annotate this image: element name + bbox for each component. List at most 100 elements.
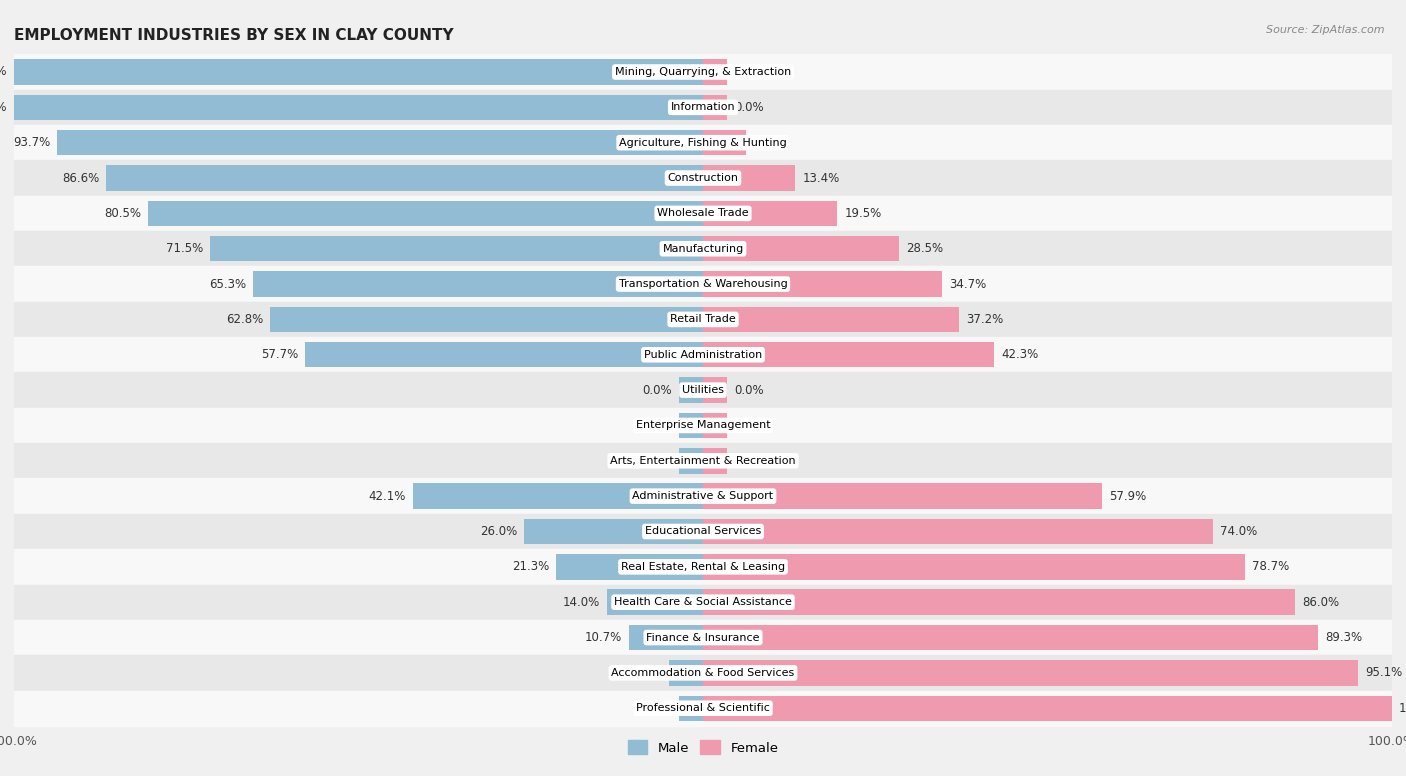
- Text: 0.0%: 0.0%: [734, 383, 763, 397]
- Text: Transportation & Warehousing: Transportation & Warehousing: [619, 279, 787, 289]
- Text: 10.7%: 10.7%: [585, 631, 623, 644]
- Bar: [107, 165, 703, 191]
- Text: 100.0%: 100.0%: [1399, 702, 1406, 715]
- Bar: [14, 125, 1392, 161]
- Bar: [14, 620, 1392, 655]
- Text: 71.5%: 71.5%: [166, 242, 204, 255]
- Bar: [413, 483, 703, 509]
- Text: Utilities: Utilities: [682, 385, 724, 395]
- Text: 0.0%: 0.0%: [734, 419, 763, 432]
- Text: 13.4%: 13.4%: [803, 171, 839, 185]
- Text: 78.7%: 78.7%: [1253, 560, 1289, 573]
- Text: EMPLOYMENT INDUSTRIES BY SEX IN CLAY COUNTY: EMPLOYMENT INDUSTRIES BY SEX IN CLAY COU…: [14, 29, 454, 43]
- Text: Wholesale Trade: Wholesale Trade: [657, 209, 749, 218]
- Text: 62.8%: 62.8%: [226, 313, 263, 326]
- Bar: [703, 130, 747, 155]
- Text: 65.3%: 65.3%: [209, 278, 246, 290]
- Text: 0.0%: 0.0%: [734, 101, 763, 114]
- Text: 42.1%: 42.1%: [368, 490, 406, 503]
- Bar: [703, 95, 727, 120]
- Bar: [703, 554, 1246, 580]
- Bar: [14, 231, 1392, 266]
- Text: 6.3%: 6.3%: [754, 136, 783, 149]
- Text: Finance & Insurance: Finance & Insurance: [647, 632, 759, 643]
- Text: 0.0%: 0.0%: [643, 702, 672, 715]
- Bar: [703, 377, 727, 403]
- Text: Enterprise Management: Enterprise Management: [636, 421, 770, 431]
- Text: Educational Services: Educational Services: [645, 526, 761, 536]
- Bar: [14, 372, 1392, 407]
- Bar: [703, 59, 727, 85]
- Bar: [669, 660, 703, 686]
- Bar: [14, 514, 1392, 549]
- Text: Agriculture, Fishing & Hunting: Agriculture, Fishing & Hunting: [619, 137, 787, 147]
- Text: Retail Trade: Retail Trade: [671, 314, 735, 324]
- Text: Health Care & Social Assistance: Health Care & Social Assistance: [614, 598, 792, 607]
- Bar: [14, 59, 703, 85]
- Bar: [14, 302, 1392, 337]
- Bar: [703, 201, 838, 226]
- Text: 0.0%: 0.0%: [643, 419, 672, 432]
- Bar: [703, 307, 959, 332]
- Bar: [14, 196, 1392, 231]
- Bar: [14, 655, 1392, 691]
- Bar: [703, 413, 727, 438]
- Legend: Male, Female: Male, Female: [623, 735, 783, 760]
- Text: Construction: Construction: [668, 173, 738, 183]
- Bar: [58, 130, 703, 155]
- Bar: [14, 95, 703, 120]
- Text: Manufacturing: Manufacturing: [662, 244, 744, 254]
- Bar: [211, 236, 703, 262]
- Text: 42.3%: 42.3%: [1001, 348, 1039, 362]
- Text: 89.3%: 89.3%: [1324, 631, 1362, 644]
- Text: 26.0%: 26.0%: [479, 525, 517, 538]
- Text: 57.9%: 57.9%: [1109, 490, 1146, 503]
- Text: 21.3%: 21.3%: [512, 560, 550, 573]
- Bar: [703, 625, 1319, 650]
- Bar: [14, 337, 1392, 372]
- Bar: [703, 236, 900, 262]
- Bar: [14, 549, 1392, 584]
- Bar: [14, 90, 1392, 125]
- Text: 0.0%: 0.0%: [734, 454, 763, 467]
- Text: Information: Information: [671, 102, 735, 113]
- Bar: [524, 519, 703, 544]
- Bar: [703, 448, 727, 473]
- Text: 100.0%: 100.0%: [0, 101, 7, 114]
- Text: 34.7%: 34.7%: [949, 278, 986, 290]
- Bar: [14, 54, 1392, 90]
- Text: 14.0%: 14.0%: [562, 596, 599, 608]
- Text: Professional & Scientific: Professional & Scientific: [636, 703, 770, 713]
- Bar: [14, 443, 1392, 479]
- Bar: [14, 266, 1392, 302]
- Bar: [606, 590, 703, 615]
- Text: 4.9%: 4.9%: [633, 667, 662, 679]
- Bar: [270, 307, 703, 332]
- Text: 86.6%: 86.6%: [62, 171, 100, 185]
- Text: 93.7%: 93.7%: [13, 136, 51, 149]
- Text: Arts, Entertainment & Recreation: Arts, Entertainment & Recreation: [610, 456, 796, 466]
- Text: 80.5%: 80.5%: [104, 207, 142, 220]
- Text: 0.0%: 0.0%: [643, 383, 672, 397]
- Text: Mining, Quarrying, & Extraction: Mining, Quarrying, & Extraction: [614, 67, 792, 77]
- Bar: [703, 483, 1102, 509]
- Text: 19.5%: 19.5%: [844, 207, 882, 220]
- Bar: [703, 342, 994, 368]
- Text: Administrative & Support: Administrative & Support: [633, 491, 773, 501]
- Bar: [305, 342, 703, 368]
- Bar: [703, 165, 796, 191]
- Bar: [679, 448, 703, 473]
- Text: Public Administration: Public Administration: [644, 350, 762, 360]
- Text: 100.0%: 100.0%: [0, 65, 7, 78]
- Bar: [703, 519, 1213, 544]
- Bar: [679, 413, 703, 438]
- Bar: [14, 161, 1392, 196]
- Bar: [149, 201, 703, 226]
- Bar: [679, 377, 703, 403]
- Text: Source: ZipAtlas.com: Source: ZipAtlas.com: [1267, 25, 1385, 35]
- Bar: [14, 584, 1392, 620]
- Bar: [703, 695, 1392, 721]
- Text: 0.0%: 0.0%: [734, 65, 763, 78]
- Bar: [14, 691, 1392, 726]
- Text: 28.5%: 28.5%: [907, 242, 943, 255]
